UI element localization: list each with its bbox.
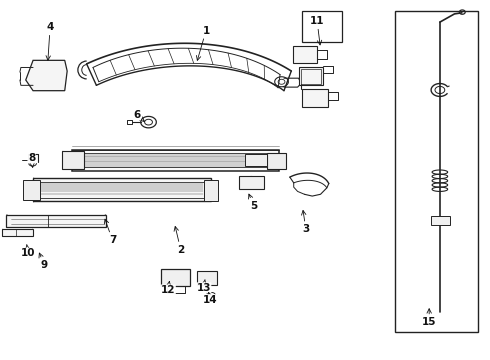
Polygon shape <box>267 153 287 168</box>
Text: 11: 11 <box>310 16 324 45</box>
Polygon shape <box>197 271 217 285</box>
Polygon shape <box>2 229 33 237</box>
Text: 4: 4 <box>46 22 54 60</box>
Polygon shape <box>203 180 218 201</box>
Polygon shape <box>62 152 84 169</box>
Polygon shape <box>245 154 267 166</box>
Text: 1: 1 <box>196 26 210 60</box>
Text: 6: 6 <box>133 110 145 122</box>
Polygon shape <box>298 67 323 85</box>
Polygon shape <box>293 46 317 63</box>
Polygon shape <box>26 60 67 91</box>
Text: 10: 10 <box>21 245 35 258</box>
Polygon shape <box>24 180 40 200</box>
Polygon shape <box>239 176 264 189</box>
Polygon shape <box>33 178 211 202</box>
Polygon shape <box>431 216 450 225</box>
Text: 9: 9 <box>39 253 48 270</box>
Text: 8: 8 <box>28 153 35 167</box>
Text: 12: 12 <box>161 282 175 295</box>
Text: 5: 5 <box>248 194 257 211</box>
Text: 7: 7 <box>104 219 116 245</box>
Text: 14: 14 <box>202 292 217 305</box>
Polygon shape <box>302 89 328 107</box>
Polygon shape <box>72 150 279 171</box>
Polygon shape <box>6 215 106 227</box>
Text: 3: 3 <box>301 211 310 234</box>
Text: 2: 2 <box>174 226 184 255</box>
Polygon shape <box>161 269 191 287</box>
Text: 13: 13 <box>196 280 211 293</box>
Text: 15: 15 <box>422 309 437 327</box>
